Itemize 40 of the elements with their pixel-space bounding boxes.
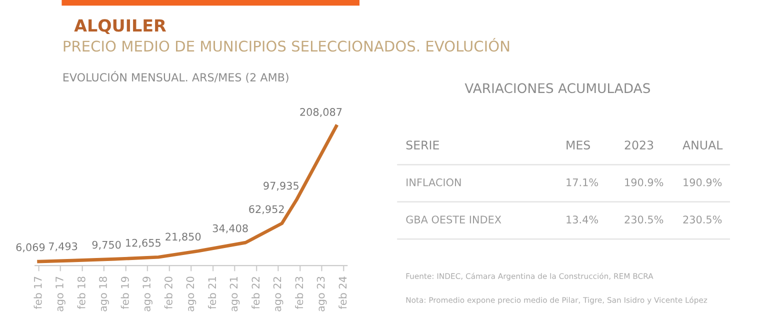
x-tick-label: feb 22 — [252, 277, 260, 310]
x-tick-label: feb 17 — [34, 276, 42, 310]
category-label: INFLACION — [406, 178, 461, 186]
x-tick-label: ago 18 — [99, 276, 109, 312]
x-tick-label: feb 20 — [164, 276, 172, 310]
text: VARIACIONES ACUMULADAS — [464, 83, 650, 94]
x-tick-label: ago 17 — [56, 276, 66, 312]
x-tick-label: feb 21 — [208, 276, 216, 310]
text: 190.9% — [684, 178, 722, 186]
chart-title: ALQUILER — [74, 19, 166, 34]
text: 230.5% — [683, 216, 722, 224]
text: EVOLUCIÓN MENSUAL. ARS/MES (2 AMB) — [63, 71, 288, 83]
chart-subtitle: PRECIO MEDIO DE MUNICIPIOS SELECCIONADOS. EVOLUCIÓN — [64, 38, 510, 52]
data-label: 208,087 — [300, 108, 342, 117]
category-label: SERIE — [406, 140, 439, 150]
text: 230.5% — [624, 216, 664, 224]
x-tick-label: feb 24 — [338, 276, 347, 310]
text: 190.9% — [625, 178, 664, 186]
x-tick-label: feb 19 — [120, 276, 129, 310]
x-tick-label: ago 23 — [316, 276, 327, 312]
category-label: MES — [566, 140, 590, 150]
data-label: 9,750 — [92, 240, 121, 250]
data-label: 34,408 — [212, 224, 248, 234]
x-tick-label: feb 23 — [295, 276, 304, 310]
data-label: 62,952 — [249, 205, 284, 214]
category-label: GBA OESTE INDEX — [406, 216, 502, 224]
x-tick-label: ago 21 — [230, 276, 240, 312]
x-tick-label: ago 20 — [186, 276, 196, 312]
x-tick-label: feb 18 — [77, 276, 86, 310]
data-label: 21,850 — [166, 232, 201, 242]
data-label: 7,493 — [48, 242, 78, 252]
text: 17.1% — [566, 178, 598, 186]
category-label: 2023 — [624, 140, 654, 150]
x-tick-label: ago 19 — [142, 276, 152, 312]
data-label: 6,069 — [16, 243, 45, 252]
data-label: 97,935 — [264, 182, 298, 191]
data-label: 12,655 — [126, 238, 160, 248]
x-tick-label: ago 22 — [273, 277, 284, 312]
text: 13.4% — [566, 216, 598, 224]
category-label: ANUAL — [682, 140, 723, 150]
